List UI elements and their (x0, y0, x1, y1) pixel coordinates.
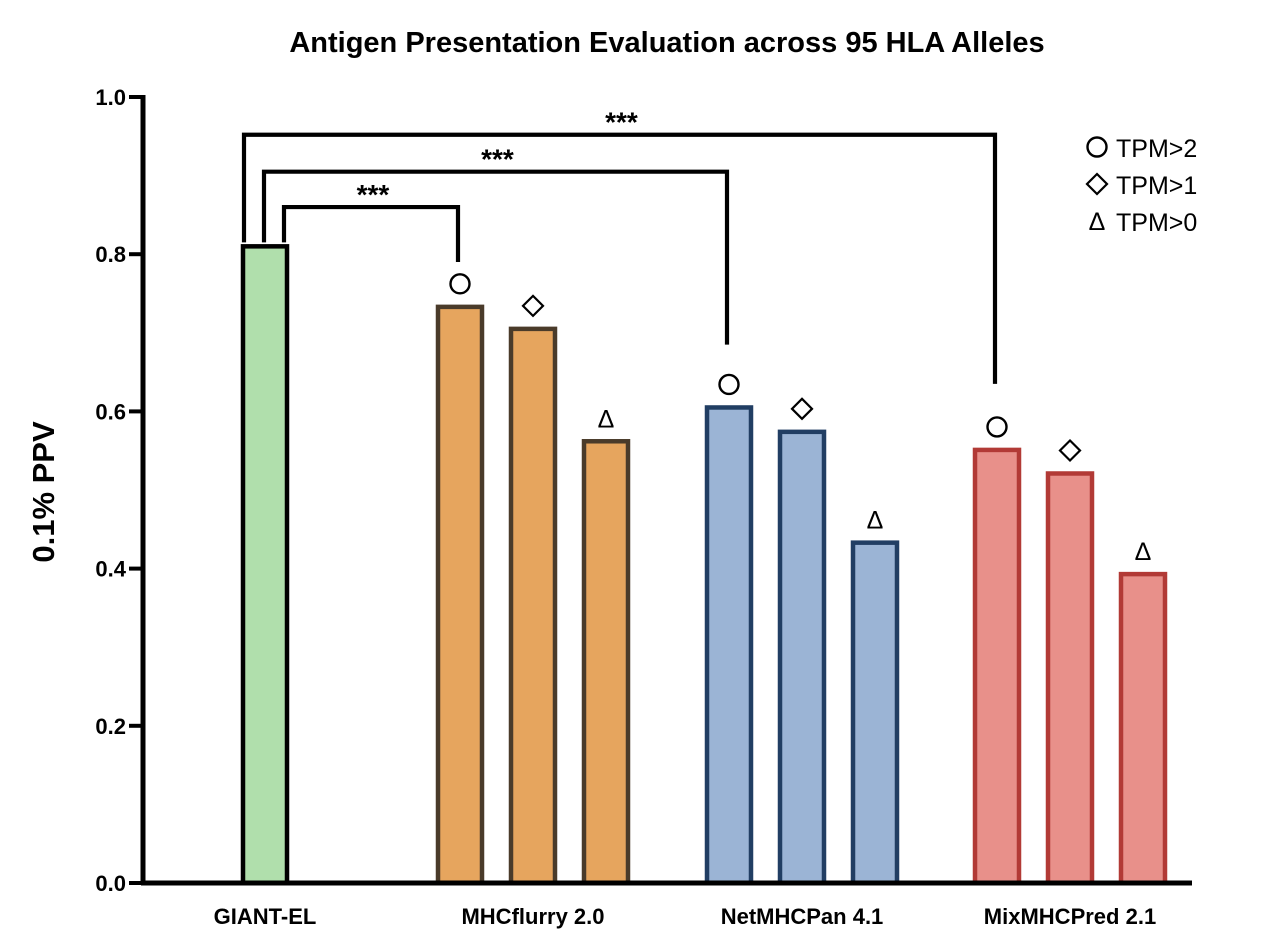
y-tick-label: 0.0 (95, 871, 126, 896)
bar-mixmhcpred-2-1-0 (972, 447, 1022, 886)
significance-label: *** (605, 107, 638, 138)
category-label: MHCflurry 2.0 (461, 904, 604, 929)
bar-giant-el-0 (240, 244, 290, 886)
marker-diamond-icon (521, 294, 545, 318)
marker-diamond-icon (1058, 438, 1082, 463)
legend-triangle-icon: Δ (1089, 208, 1106, 236)
bar-netmhcpan-4-1-2 (850, 540, 900, 886)
legend-circle-icon (1086, 136, 1108, 158)
marker-circle-icon (449, 273, 471, 295)
y-tick-label: 0.8 (95, 242, 126, 267)
bar-mixmhcpred-2-1-2 (1118, 571, 1168, 886)
y-tick-label: 0.2 (95, 714, 126, 739)
y-axis-ticks: 0.0 0.2 0.4 0.6 0.8 1.0 (95, 85, 143, 896)
y-tick-label: 0.6 (95, 399, 126, 424)
legend-label: TPM>1 (1116, 172, 1197, 200)
bar-mhcflurry-2-0-0 (435, 304, 485, 886)
category-labels: GIANT-EL MHCflurry 2.0 NetMHCPan 4.1 MixMHC… (214, 904, 1157, 929)
y-tick-label: 1.0 (95, 85, 126, 110)
bar-mixmhcpred-2-1-1 (1045, 471, 1095, 886)
significance-bracket-0 (281, 204, 461, 263)
significance-bracket-1 (261, 169, 730, 345)
significance-label: *** (481, 144, 514, 175)
marker-circle-icon (718, 373, 740, 396)
marker-circle-icon (986, 416, 1008, 438)
marker-triangle-icon: Δ (598, 405, 615, 433)
legend-label: TPM>2 (1116, 135, 1197, 163)
bar-netmhcpan-4-1-1 (777, 429, 827, 886)
legend: TPM>2 TPM>1 Δ TPM>0 (1085, 135, 1197, 237)
y-tick-label: 0.4 (95, 557, 126, 582)
bars (240, 244, 1168, 886)
bar-mhcflurry-2-0-2 (581, 439, 631, 886)
significance-label: *** (357, 179, 390, 210)
marker-diamond-icon (790, 397, 814, 421)
marker-triangle-icon: Δ (1135, 538, 1152, 566)
legend-diamond-icon (1085, 172, 1109, 196)
y-axis-label: 0.1% PPV (26, 421, 61, 563)
category-label: NetMHCPan 4.1 (721, 904, 884, 929)
significance-bracket-2 (241, 132, 998, 384)
marker-triangle-icon: Δ (867, 507, 884, 535)
bar-markers: Δ Δ Δ (449, 273, 1152, 566)
bar-mhcflurry-2-0-1 (508, 326, 558, 886)
significance-brackets: *** *** *** (241, 107, 998, 384)
chart-title: Antigen Presentation Evaluation across 9… (289, 27, 1044, 59)
legend-label: TPM>0 (1116, 209, 1197, 237)
axes (140, 95, 1192, 886)
category-label: MixMHCPred 2.1 (984, 904, 1156, 929)
bar-netmhcpan-4-1-0 (704, 405, 754, 886)
category-label: GIANT-EL (214, 904, 317, 929)
